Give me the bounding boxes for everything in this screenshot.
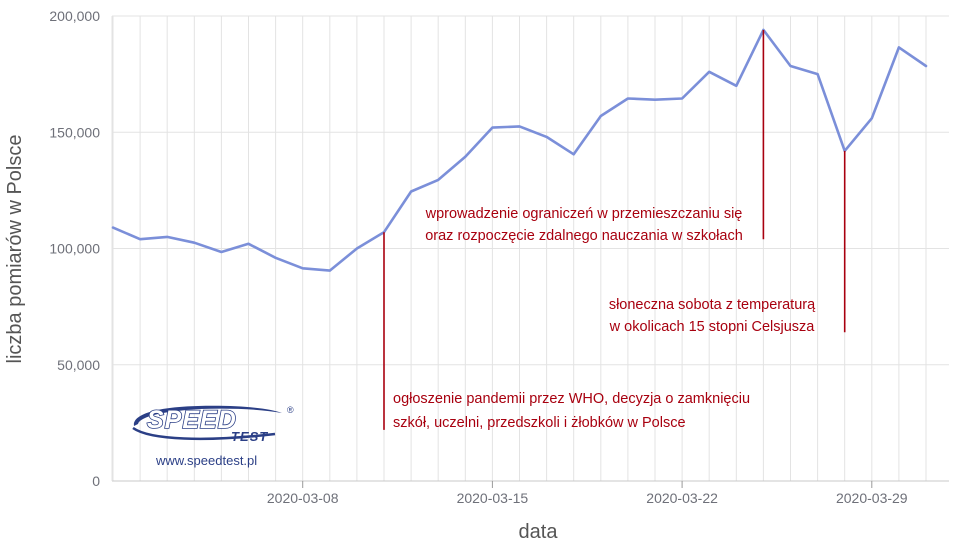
annotations: ogłoszenie pandemii przez WHO, decyzja o…	[383, 29, 846, 431]
x-axis-title: data	[519, 521, 559, 540]
x-tick-label: 2020-03-15	[457, 490, 529, 506]
y-axis-title: liczba pomiarów w Polsce	[4, 135, 26, 364]
logo-brand-bottom: TEST	[231, 429, 268, 444]
x-tick-label: 2020-03-29	[836, 490, 908, 506]
logo-url: www.speedtest.pl	[155, 453, 257, 468]
y-tick-label: 200,000	[49, 8, 100, 24]
annotation-text: szkół, uczelni, przedszkoli i żłobków w …	[393, 415, 686, 431]
annotation-text: ogłoszenie pandemii przez WHO, decyzja o…	[393, 391, 750, 407]
logo-brand-top: SPEED	[147, 406, 237, 434]
y-tick-label: 100,000	[49, 241, 100, 257]
y-tick-label: 0	[92, 473, 100, 489]
speedtest-logo: SPEED ® TEST www.speedtest.pl	[132, 405, 294, 468]
series-layer	[111, 28, 928, 272]
x-tick-label: 2020-03-08	[267, 490, 339, 506]
logo-swoosh-icon	[132, 405, 282, 441]
axes: 0 50,000 100,000 150,000 200,000 2020-03-08 20…	[49, 8, 949, 506]
annotation-text: w okolicach 15 stopni Celsjusza	[609, 319, 816, 335]
x-tick-label: 2020-03-22	[646, 490, 718, 506]
y-tick-label: 150,000	[49, 124, 100, 140]
y-tick-label: 50,000	[57, 357, 100, 373]
logo-registered-mark: ®	[287, 405, 294, 415]
annotation-text: wprowadzenie ograniczeń w przemieszczani…	[425, 206, 743, 222]
grid	[112, 15, 949, 482]
annotation-text: słoneczna sobota z temperaturą	[609, 297, 816, 313]
annotation-text: oraz rozpoczęcie zdalnego nauczania w sz…	[425, 228, 743, 244]
series-line	[111, 28, 928, 272]
